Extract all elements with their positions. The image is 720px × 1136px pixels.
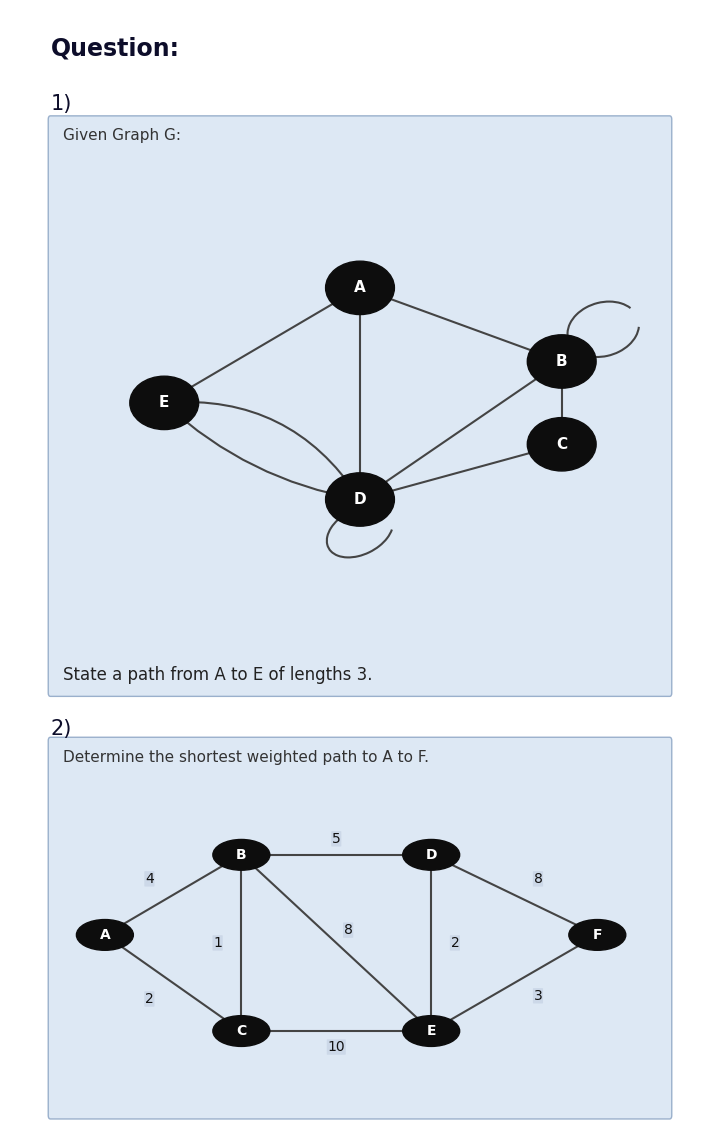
Text: 2): 2)	[50, 719, 72, 740]
Text: A: A	[354, 281, 366, 295]
Text: E: E	[159, 395, 169, 410]
Text: 8: 8	[534, 871, 542, 886]
Text: C: C	[236, 1024, 246, 1038]
Circle shape	[213, 1016, 270, 1046]
Circle shape	[130, 376, 199, 429]
Text: B: B	[236, 847, 247, 862]
Text: 5: 5	[332, 832, 341, 846]
FancyBboxPatch shape	[48, 116, 672, 696]
Text: A: A	[99, 928, 110, 942]
Circle shape	[76, 919, 133, 951]
Text: D: D	[426, 847, 437, 862]
Text: F: F	[593, 928, 602, 942]
Text: 8: 8	[343, 924, 353, 937]
Text: 10: 10	[328, 1041, 345, 1054]
Text: 1): 1)	[50, 94, 72, 115]
Text: Given Graph G:: Given Graph G:	[63, 128, 181, 143]
Circle shape	[527, 335, 596, 389]
Text: E: E	[426, 1024, 436, 1038]
Text: 2: 2	[451, 936, 459, 950]
Circle shape	[402, 840, 459, 870]
Text: B: B	[556, 354, 567, 369]
Text: State a path from A to E of lengths 3.: State a path from A to E of lengths 3.	[63, 666, 373, 684]
Text: 3: 3	[534, 988, 542, 1003]
Text: 1: 1	[213, 936, 222, 950]
Circle shape	[527, 418, 596, 471]
Text: C: C	[556, 436, 567, 452]
FancyBboxPatch shape	[48, 737, 672, 1119]
Circle shape	[325, 261, 395, 315]
Circle shape	[325, 473, 395, 526]
Text: Question:: Question:	[50, 36, 179, 60]
Circle shape	[213, 840, 270, 870]
Text: 4: 4	[145, 871, 154, 886]
Text: D: D	[354, 492, 366, 507]
Circle shape	[402, 1016, 459, 1046]
Circle shape	[569, 919, 626, 951]
Text: Determine the shortest weighted path to A to F.: Determine the shortest weighted path to …	[63, 750, 429, 765]
Text: 2: 2	[145, 992, 154, 1006]
